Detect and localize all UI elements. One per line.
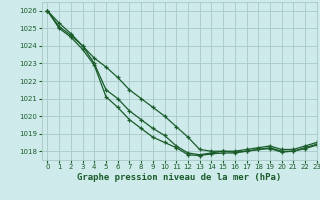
X-axis label: Graphe pression niveau de la mer (hPa): Graphe pression niveau de la mer (hPa) bbox=[77, 173, 281, 182]
